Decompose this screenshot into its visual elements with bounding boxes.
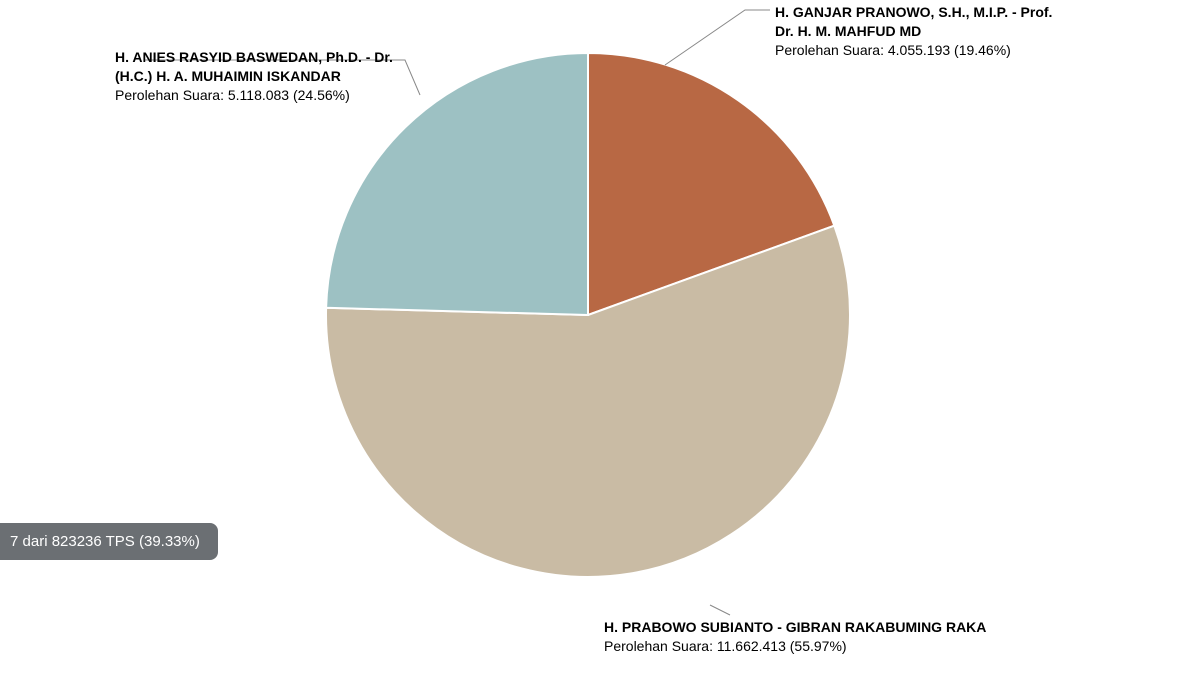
slice-label-prabowo: H. PRABOWO SUBIANTO - GIBRAN RAKABUMING … bbox=[604, 618, 986, 656]
leader-line-ganjar bbox=[665, 10, 770, 65]
slice-label-name2: (H.C.) H. A. MUHAIMIN ISKANDAR bbox=[115, 67, 393, 86]
slice-label-votes: Perolehan Suara: 5.118.083 (24.56%) bbox=[115, 86, 393, 105]
slice-label-ganjar: H. GANJAR PRANOWO, S.H., M.I.P. - Prof. … bbox=[775, 3, 1052, 60]
slice-label-name: H. GANJAR PRANOWO, S.H., M.I.P. - Prof. bbox=[775, 3, 1052, 22]
progress-pill-text: 7 dari 823236 TPS (39.33%) bbox=[10, 533, 200, 550]
progress-pill: 7 dari 823236 TPS (39.33%) bbox=[0, 523, 218, 560]
slice-label-name: H. PRABOWO SUBIANTO - GIBRAN RAKABUMING … bbox=[604, 618, 986, 637]
leader-line-prabowo bbox=[710, 605, 730, 615]
pie-chart-container: H. GANJAR PRANOWO, S.H., M.I.P. - Prof. … bbox=[0, 0, 1200, 675]
slice-label-votes: Perolehan Suara: 11.662.413 (55.97%) bbox=[604, 637, 986, 656]
slice-label-name: H. ANIES RASYID BASWEDAN, Ph.D. - Dr. bbox=[115, 48, 393, 67]
slice-label-votes: Perolehan Suara: 4.055.193 (19.46%) bbox=[775, 41, 1052, 60]
slice-label-name2: Dr. H. M. MAHFUD MD bbox=[775, 22, 1052, 41]
slice-label-anies: H. ANIES RASYID BASWEDAN, Ph.D. - Dr. (H… bbox=[115, 48, 393, 105]
